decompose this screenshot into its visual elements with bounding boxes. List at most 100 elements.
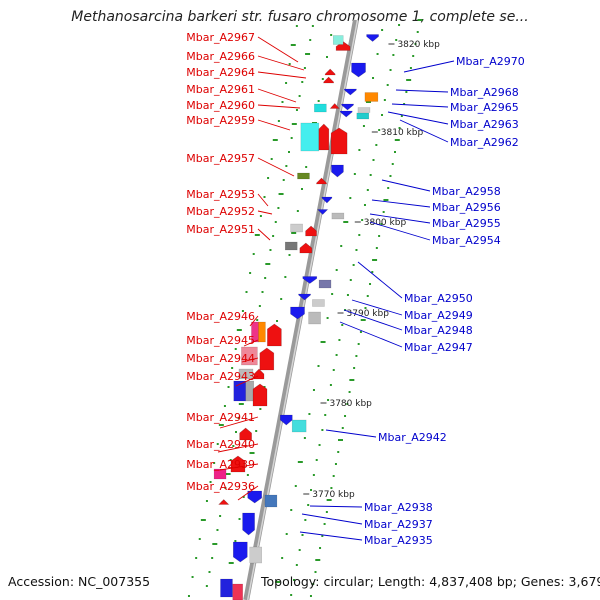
forward-gene-connector [257,55,305,71]
forward-gene-label: Mbar_A2964 [186,66,255,79]
reverse-gene-label: Mbar_A2954 [432,234,501,247]
forward-gene-arrow [329,103,340,109]
reverse-gene-connector [357,261,403,299]
reverse-gene-arrow [351,62,366,78]
forward-gene-arrow [335,41,351,51]
forward-gene-label: Mbar_A2936 [186,480,255,493]
forward-gene-connector [217,443,259,453]
forward-gene-connector [241,357,259,363]
gene-feature-block [318,279,332,289]
forward-gene-label: Mbar_A2966 [186,50,255,63]
forward-gene-label: Mbar_A2967 [186,31,255,44]
gene-feature-block [284,241,298,251]
forward-gene-label: Mbar_A2957 [186,152,255,165]
reverse-gene-arrow [321,196,333,204]
reverse-gene-connector [387,111,449,125]
forward-gene-connector [257,104,301,109]
forward-gene-connector [257,71,307,79]
forward-gene-connector [219,416,259,429]
reverse-gene-label: Mbar_A2963 [450,118,519,131]
forward-gene-arrow [259,347,275,371]
reverse-gene-label: Mbar_A2955 [432,217,501,230]
reverse-gene-label: Mbar_A2948 [404,324,473,337]
reverse-gene-connector [369,221,431,241]
reverse-gene-arrow [247,490,263,504]
forward-gene-label: Mbar_A2959 [186,114,255,127]
reverse-gene-label: Mbar_A2942 [378,431,447,444]
gene-feature-block [291,419,307,433]
reverse-gene-connector [309,505,363,508]
gene-feature-block [220,578,233,598]
forward-gene-label: Mbar_A2943 [186,370,255,383]
reverse-gene-arrow [344,88,357,96]
forward-gene-connector [249,315,259,327]
forward-gene-label: Mbar_A2952 [186,205,255,218]
reverse-gene-arrow [290,306,305,320]
gene-feature-block [364,92,379,102]
scale-mark-label: 3800 kbp [364,218,407,228]
map-title: Methanosarcina barkeri str. fusaro chrom… [71,9,529,25]
scale-mark-label: 3820 kbp [397,40,440,50]
forward-gene-connector [257,119,291,131]
gene-feature-block [331,212,345,220]
gene-feature-block [297,172,310,180]
forward-gene-arrow [318,123,330,151]
forward-gene-connector [237,485,259,501]
reverse-gene-arrow [339,110,353,118]
gene-feature-block [290,223,303,233]
forward-gene-label: Mbar_A2946 [186,310,255,323]
forward-gene-label: Mbar_A2941 [186,411,255,424]
reverse-gene-connector [399,119,449,143]
reverse-gene-arrow [242,512,255,536]
forward-gene-label: Mbar_A2945 [186,334,255,347]
reverse-gene-connector [343,309,403,331]
scale-mark-label: 3770 kbp [312,490,355,500]
reverse-gene-connector [325,429,377,438]
reverse-gene-arrow [366,34,379,42]
forward-gene-label: Mbar_A2940 [186,438,255,451]
reverse-gene-label: Mbar_A2937 [364,518,433,531]
forward-gene-label: Mbar_A2939 [186,458,255,471]
forward-gene-arrow [239,427,252,441]
reverse-gene-label: Mbar_A2962 [450,136,519,149]
reverse-gene-arrow [232,541,248,563]
forward-gene-arrow [323,76,334,84]
gene-feature-block [314,103,327,113]
forward-gene-connector [257,157,295,177]
forward-gene-arrow [267,323,282,347]
reverse-gene-arrow [298,293,311,301]
forward-gene-label: Mbar_A2951 [186,223,255,236]
forward-gene-label: Mbar_A2953 [186,188,255,201]
forward-gene-connector [257,228,271,241]
reverse-gene-connector [395,89,449,93]
reverse-gene-connector [301,513,363,525]
gene-feature-block [241,346,258,366]
reverse-gene-arrow [279,414,293,426]
reverse-gene-label: Mbar_A2950 [404,292,473,305]
reverse-gene-label: Mbar_A2956 [432,201,501,214]
reverse-gene-arrow [331,164,344,178]
forward-gene-connector [257,193,269,207]
gene-feature-block [213,468,227,480]
reverse-gene-label: Mbar_A2935 [364,534,433,547]
gene-feature-block [264,494,278,508]
forward-gene-arrow [299,242,313,254]
scale-mark-label: 3810 kbp [381,128,424,138]
reverse-gene-connector [339,321,403,348]
gene-feature-block [232,583,243,600]
reverse-gene-arrow [302,276,318,284]
reverse-gene-connector [299,531,363,541]
reverse-gene-label: Mbar_A2949 [404,309,473,322]
reverse-gene-arrow [341,103,354,111]
accession-text: Accession: NC_007355 [8,574,151,589]
forward-gene-arrow [324,68,336,76]
forward-gene-connector [235,375,259,387]
reverse-gene-connector [381,179,431,192]
scale-mark-label: 3790 kbp [347,309,390,319]
forward-gene-label: Mbar_A2961 [186,83,255,96]
gene-feature-block [357,107,371,113]
gene-feature-block [245,380,255,402]
reverse-gene-connector [371,199,431,208]
forward-gene-arrow [316,177,327,185]
